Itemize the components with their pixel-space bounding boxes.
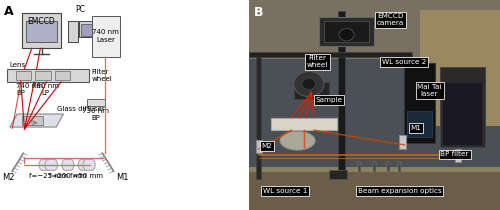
Text: 740 nm
Laser: 740 nm Laser: [92, 29, 119, 43]
Bar: [319, 17, 374, 46]
Text: PC: PC: [76, 5, 86, 14]
Text: f=−25 mm: f=−25 mm: [29, 173, 68, 179]
Bar: [407, 111, 432, 136]
Ellipse shape: [357, 161, 362, 166]
Bar: [22, 116, 43, 125]
Ellipse shape: [372, 161, 376, 166]
Bar: [324, 21, 369, 42]
Bar: [248, 0, 500, 59]
Text: WL source 2: WL source 2: [382, 59, 426, 65]
Text: f=50 mm: f=50 mm: [70, 173, 103, 179]
Bar: [86, 99, 105, 106]
Bar: [55, 71, 70, 80]
Text: Filter
wheel: Filter wheel: [92, 69, 112, 82]
Bar: [80, 24, 92, 36]
Polygon shape: [83, 159, 95, 170]
Bar: [36, 71, 51, 80]
Polygon shape: [45, 159, 58, 170]
Text: Sample: Sample: [316, 97, 342, 103]
Bar: [8, 69, 89, 82]
Bar: [373, 164, 376, 171]
Bar: [92, 16, 120, 57]
Ellipse shape: [397, 161, 402, 166]
Bar: [80, 21, 93, 37]
Bar: [256, 52, 261, 178]
Bar: [271, 118, 336, 130]
Bar: [26, 21, 58, 42]
Text: Mai Tai
laser: Mai Tai laser: [418, 84, 442, 97]
Ellipse shape: [294, 71, 324, 97]
Text: Lens: Lens: [10, 62, 26, 68]
Bar: [442, 82, 482, 145]
Text: Beam expansion optics: Beam expansion optics: [358, 188, 442, 194]
Bar: [22, 13, 61, 48]
Bar: [248, 52, 412, 57]
Polygon shape: [62, 159, 74, 170]
Ellipse shape: [339, 28, 354, 41]
Text: EMCCD: EMCCD: [28, 17, 56, 26]
Bar: [248, 167, 500, 172]
Polygon shape: [78, 159, 90, 170]
Text: Glass diffuser: Glass diffuser: [58, 106, 105, 112]
Bar: [387, 164, 389, 171]
Text: M2: M2: [2, 173, 15, 182]
Ellipse shape: [280, 131, 315, 150]
Bar: [404, 63, 434, 143]
Text: BP filter: BP filter: [440, 151, 469, 157]
Polygon shape: [39, 159, 52, 170]
Text: M1: M1: [410, 125, 421, 131]
Text: WL source 1: WL source 1: [263, 188, 307, 194]
Text: Filter
wheel: Filter wheel: [307, 55, 328, 68]
Text: 780 nm
LP: 780 nm LP: [32, 83, 58, 96]
Text: EMCCD
camera: EMCCD camera: [377, 13, 404, 26]
Bar: [398, 164, 400, 171]
Ellipse shape: [386, 161, 390, 166]
Text: M1: M1: [116, 173, 128, 182]
Bar: [358, 164, 360, 171]
Polygon shape: [10, 114, 64, 127]
Text: B: B: [254, 6, 263, 19]
Text: 740 nm
BP: 740 nm BP: [16, 83, 43, 96]
Bar: [248, 168, 500, 210]
Bar: [16, 71, 31, 80]
Ellipse shape: [302, 78, 316, 90]
Text: 730 nm
BP: 730 nm BP: [82, 108, 109, 121]
Text: A: A: [4, 5, 14, 18]
Bar: [294, 82, 329, 99]
Bar: [329, 170, 346, 178]
Bar: [338, 10, 345, 178]
Bar: [400, 135, 406, 149]
Text: f=200 mm: f=200 mm: [49, 173, 86, 179]
Text: M2: M2: [262, 143, 272, 149]
Bar: [440, 67, 485, 147]
Bar: [68, 21, 78, 42]
Bar: [256, 140, 262, 153]
Bar: [454, 149, 461, 162]
Bar: [420, 10, 500, 126]
